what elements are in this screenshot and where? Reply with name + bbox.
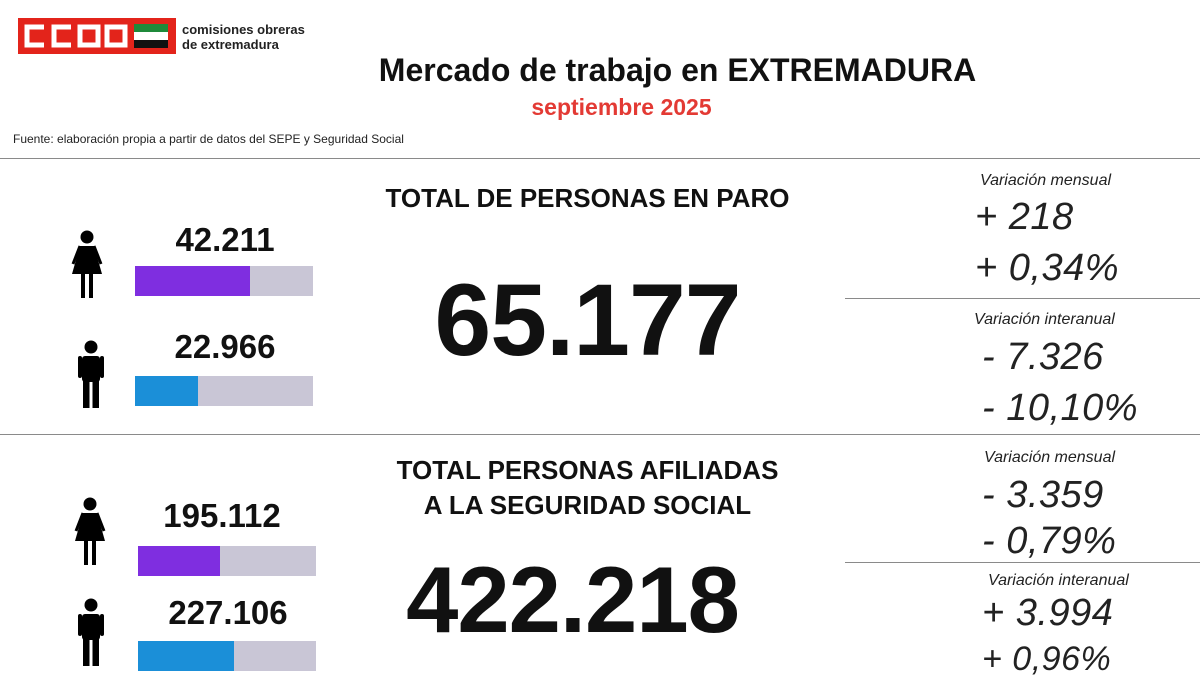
paro-monthly-abs: + 218 (975, 196, 1074, 238)
paro-total: 65.177 (434, 263, 742, 377)
paro-women-bar-fill (135, 266, 251, 296)
man-icon (78, 340, 104, 408)
page-subtitle: septiembre 2025 (531, 94, 712, 120)
afiliados-monthly-abs: - 3.359 (982, 474, 1104, 516)
page-title: Mercado de trabajo en EXTREMADURA (378, 52, 977, 88)
divider-middle (0, 434, 1200, 435)
afiliados-title-line2: A LA SEGURIDAD SOCIAL (423, 490, 752, 520)
afiliados-total: 422.218 (406, 547, 740, 652)
paro-title: TOTAL DE PERSONAS EN PARO (385, 183, 790, 213)
afiliados-monthly-label: Variación mensual (984, 449, 1116, 466)
afiliados-men-value: 227.106 (168, 594, 288, 631)
org-name-line1: comisiones obreras (182, 22, 305, 37)
woman-icon (74, 497, 106, 565)
woman-icon (71, 230, 103, 298)
afiliados-monthly-pct: - 0,79% (982, 520, 1117, 562)
afiliados-yearly-pct: + 0,96% (982, 640, 1112, 678)
paro-yearly-abs: - 7.326 (982, 336, 1104, 378)
paro-yearly-label: Variación interanual (974, 311, 1115, 328)
afiliados-women-bar (138, 546, 316, 576)
paro-monthly-pct: + 0,34% (975, 247, 1119, 289)
afiliados-yearly-label: Variación interanual (988, 572, 1129, 589)
org-name-line2: de extremadura (182, 37, 279, 52)
afiliados-yearly-abs: + 3.994 (982, 592, 1114, 634)
paro-men-value: 22.966 (174, 328, 276, 365)
divider-paro-variations (845, 298, 1200, 299)
paro-monthly-label: Variación mensual (980, 172, 1112, 189)
paro-women-value: 42.211 (175, 221, 275, 258)
afiliados-women-bar-fill (138, 546, 221, 576)
afiliados-title-line1: TOTAL PERSONAS AFILIADAS (396, 455, 779, 485)
divider-afiliados-variations (845, 562, 1200, 563)
paro-women-bar (135, 266, 313, 296)
man-icon (78, 598, 104, 666)
afiliados-men-bar (138, 641, 316, 671)
divider-top (0, 158, 1200, 159)
source-note: Fuente: elaboración propia a partir de d… (13, 132, 404, 146)
paro-men-bar (135, 376, 313, 406)
afiliados-men-bar-fill (138, 641, 234, 671)
afiliados-women-value: 195.112 (163, 497, 281, 534)
ccoo-logo (18, 18, 176, 54)
paro-yearly-pct: - 10,10% (982, 387, 1139, 429)
paro-men-bar-fill (135, 376, 198, 406)
